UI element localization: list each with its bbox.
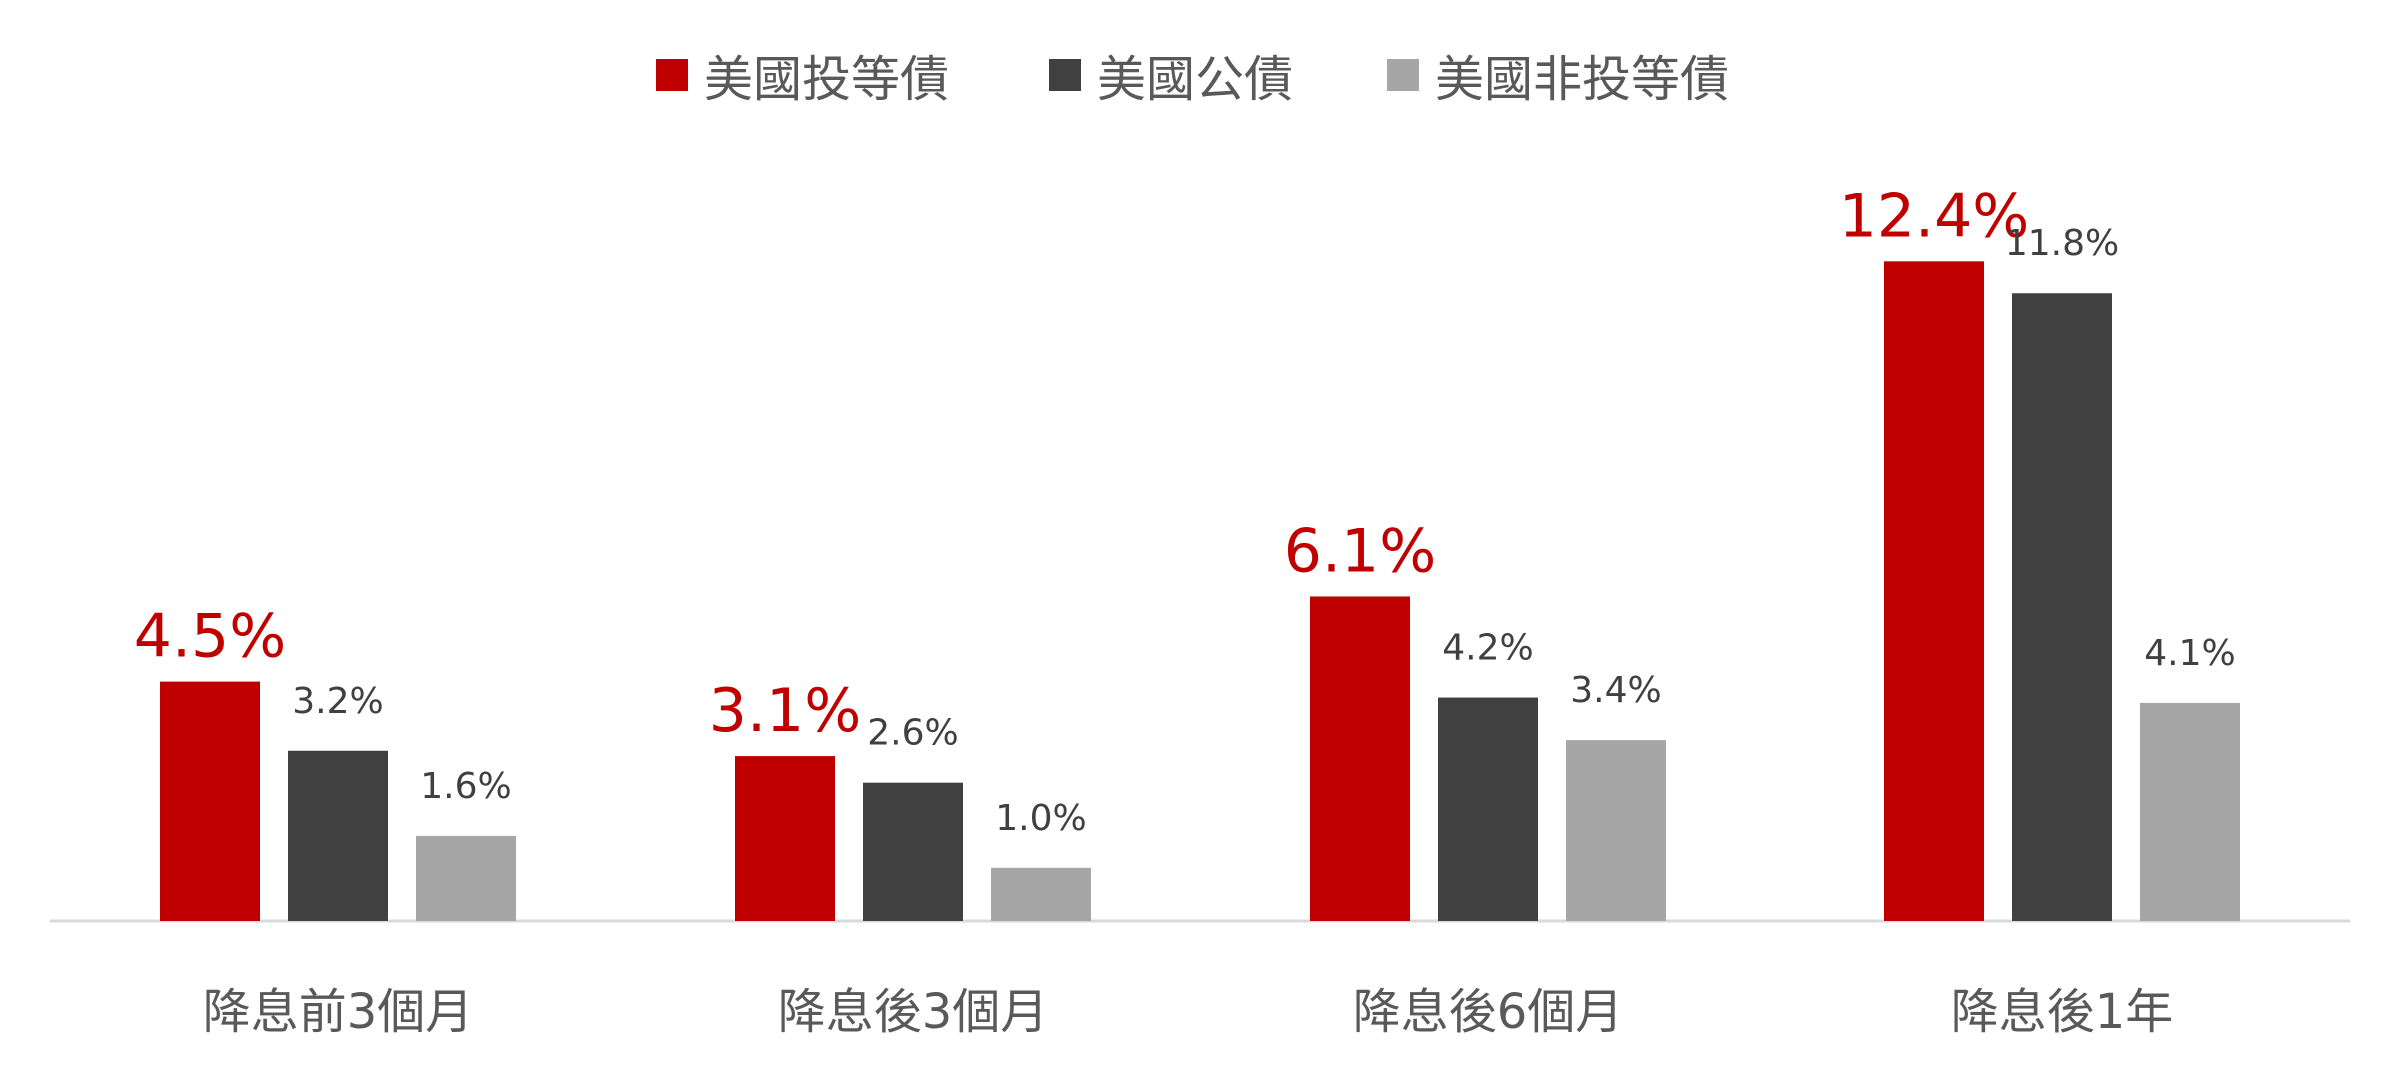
category-label-2: 降息後3個月: [778, 984, 1049, 1040]
value-label-high-yield-2: 1.0%: [995, 798, 1086, 839]
value-labels-group: 4.5%3.2% 1.6% 3.1% 2.6% 1.0% 6.1% 4.2% 3.4% 12.4…: [134, 181, 2236, 838]
legend-item-treasury: 美國公債: [1049, 35, 1293, 115]
value-label-investment-grade-2: 3.1%: [709, 676, 861, 746]
bar-treasury-1: [288, 750, 388, 921]
bars-group: [160, 261, 2240, 921]
value-label-treasury-3: 4.2%: [1442, 628, 1533, 669]
bar-investment-grade-2: [735, 756, 835, 921]
bar-treasury-4: [2012, 293, 2112, 921]
category-label-1: 降息前3個月: [203, 984, 474, 1040]
value-label-treasury-4: 11.8%: [2005, 223, 2119, 264]
legend-item-high-yield: 美國非投等債: [1387, 35, 1729, 115]
value-label-treasury-2: 2.6%: [867, 713, 958, 754]
bar-investment-grade-4: [1884, 261, 1984, 921]
legend-swatch-high-yield: [1387, 59, 1419, 91]
legend-label-investment-grade: 美國投等債: [704, 50, 950, 108]
category-labels-group: 降息前3個月 降息後3個月 降息後6個月 降息後1年: [203, 984, 2174, 1040]
bar-investment-grade-1: [160, 681, 260, 921]
bar-treasury-2: [863, 782, 963, 921]
bar-high-yield-1: [416, 835, 516, 921]
value-label-investment-grade-1: 4.5%: [134, 602, 286, 672]
bar-investment-grade-3: [1310, 596, 1410, 921]
legend: 美國投等債 美國公債 美國非投等債: [0, 35, 2398, 115]
legend-item-investment-grade: 美國投等債: [656, 35, 949, 115]
bar-high-yield-2: [991, 867, 1091, 921]
bar-high-yield-3: [1566, 740, 1666, 921]
category-label-4: 降息後1年: [1951, 984, 2174, 1040]
value-label-high-yield-4: 4.1%: [2144, 633, 2235, 674]
value-label-high-yield-1: 1.6%: [420, 766, 511, 807]
value-label-treasury-1: 3.2%: [292, 681, 383, 722]
value-label-high-yield-3: 3.4%: [1570, 670, 1661, 711]
value-label-investment-grade-3: 6.1%: [1284, 516, 1436, 586]
legend-label-treasury: 美國公債: [1097, 50, 1294, 108]
legend-swatch-investment-grade: [656, 59, 688, 91]
legend-swatch-treasury: [1049, 59, 1081, 91]
bar-treasury-3: [1438, 697, 1538, 921]
category-label-3: 降息後6個月: [1353, 984, 1624, 1040]
legend-label-high-yield: 美國非投等債: [1435, 50, 1730, 108]
bar-high-yield-4: [2140, 702, 2240, 921]
value-label-investment-grade-4: 12.4%: [1839, 181, 2030, 251]
